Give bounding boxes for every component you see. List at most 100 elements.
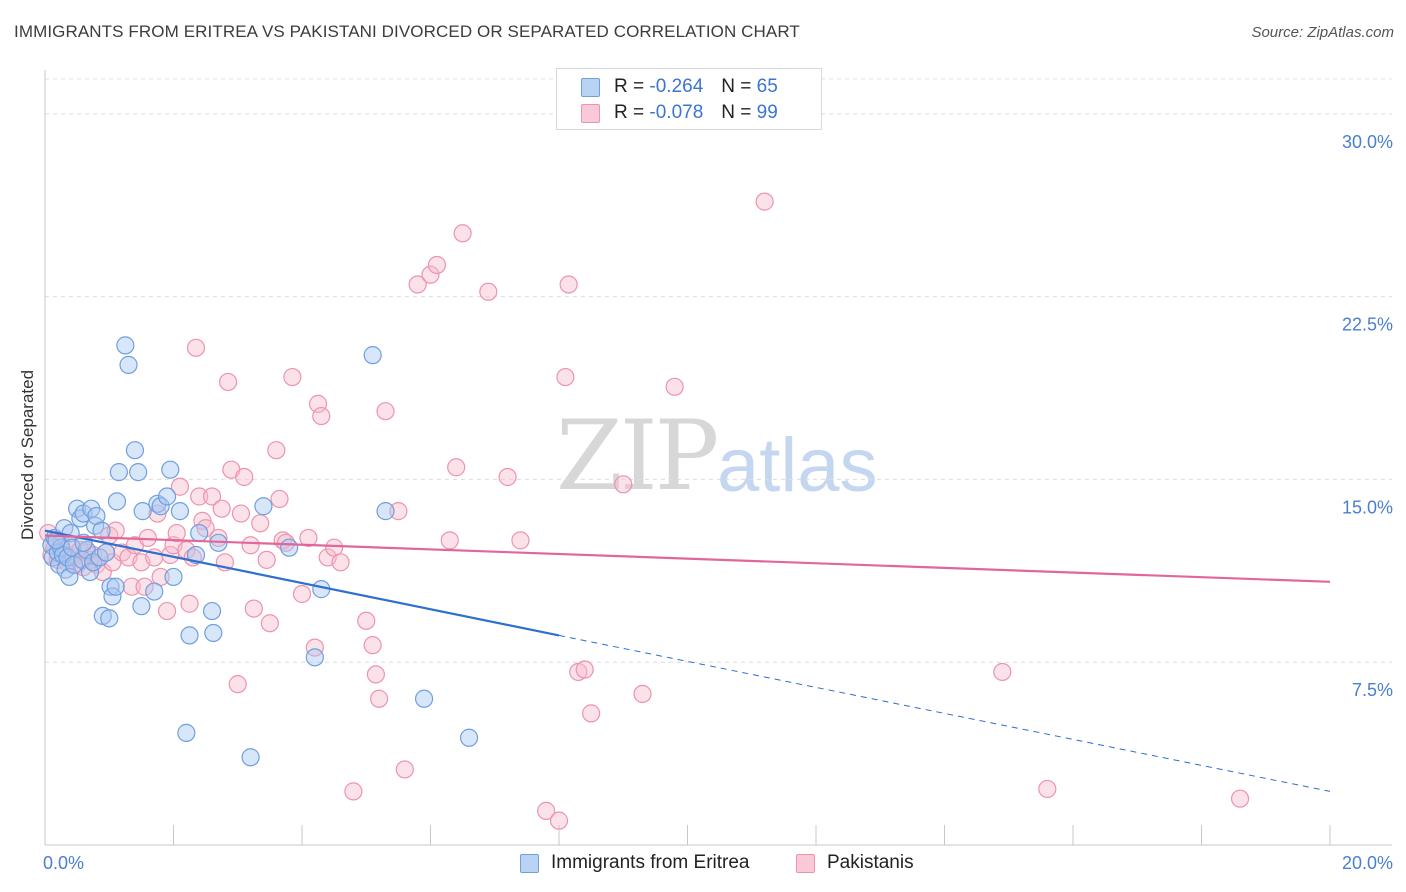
eritrea-point (133, 502, 152, 521)
pakistani-point (231, 504, 251, 523)
trend-lines (44, 529, 1331, 792)
y-tick-label: 7.5% (1352, 680, 1393, 700)
pakistani-point (363, 636, 382, 655)
legend-r-label: R = (614, 76, 645, 97)
bottom-legend-eritrea-label: Immigrants from Eritrea (551, 852, 750, 873)
legend-r-value-eritrea: -0.264 (649, 76, 704, 97)
pakistani-point (755, 192, 774, 211)
y-tick-label: 15.0% (1342, 497, 1393, 517)
eritrea-point (157, 487, 177, 506)
eritrea-swatch (581, 77, 600, 97)
eritrea-trend-extension (558, 634, 1331, 792)
pakistani-point (241, 536, 260, 555)
eritrea-point (116, 336, 135, 355)
eritrea-point (119, 355, 138, 374)
eritrea-point (145, 582, 164, 601)
legend-n-value-eritrea: 65 (756, 76, 778, 97)
pakistani-point (260, 614, 279, 633)
pakistani-point (370, 689, 389, 708)
y-axis-label: Divorced or Separated (18, 370, 37, 540)
x-tick-label: 0.0% (43, 853, 84, 873)
pakistani-point (228, 675, 247, 694)
correlation-legend: R = -0.264 N = 65 R = -0.078 N = 99 (556, 68, 822, 130)
pakistani-point (537, 801, 556, 820)
eritrea-point (125, 441, 145, 460)
pakistani-point (389, 502, 408, 521)
chart-title: IMMIGRANTS FROM ERITREA VS PAKISTANI DIV… (14, 22, 800, 41)
legend-r-value-pakistani: -0.078 (649, 102, 704, 123)
legend-n-label: N = (721, 76, 752, 97)
axes (44, 70, 1392, 846)
pakistani-point (498, 467, 517, 487)
watermark-zip: ZIP (556, 400, 719, 512)
legend-row-pakistani: R = -0.078 N = 99 (581, 101, 778, 125)
eritrea-point (132, 597, 151, 616)
pakistani-point (305, 638, 324, 657)
eritrea-point (241, 748, 260, 767)
x-tick-label: 20.0% (1342, 853, 1393, 873)
bottom-legend-pakistani: Pakistanis (796, 852, 914, 874)
pakistani-point (257, 550, 276, 569)
pakistani-trend-line (44, 534, 1331, 583)
pakistani-point (270, 489, 289, 509)
pakistani-point (1230, 789, 1250, 808)
pakistani-point (614, 475, 633, 494)
eritrea-swatch (520, 853, 539, 873)
pakistani-point (511, 531, 530, 550)
source-label: Source: ZipAtlas.com (1251, 24, 1394, 41)
pakistani-swatch (796, 853, 815, 873)
pakistani-point (122, 577, 141, 596)
eritrea-point (190, 523, 209, 543)
eritrea-point (305, 648, 324, 667)
pakistani-point (251, 514, 270, 533)
eritrea-point (164, 567, 183, 587)
pakistani-point (299, 528, 318, 548)
pakistani-points (39, 192, 1250, 830)
eritrea-point (100, 609, 119, 628)
pakistani-point (447, 458, 466, 477)
pakistani-point (190, 487, 209, 506)
pakistani-point (186, 338, 206, 357)
pakistani-point (559, 275, 578, 294)
pakistani-point (157, 601, 177, 621)
pakistani-point (312, 406, 331, 426)
pakistani-swatch (581, 103, 600, 123)
eritrea-point (151, 497, 170, 516)
bottom-legend-pakistani-label: Pakistanis (827, 852, 914, 873)
eritrea-point (64, 555, 84, 574)
pakistani-point (1038, 779, 1057, 799)
pakistani-point (395, 760, 414, 779)
eritrea-point (186, 545, 206, 565)
eritrea-point (148, 494, 167, 513)
pakistani-point (344, 782, 363, 801)
legend-n-label: N = (721, 102, 752, 123)
eritrea-point (170, 502, 190, 521)
eritrea-point (58, 548, 77, 567)
legend-n-value-pakistani: 99 (756, 102, 778, 123)
eritrea-point (106, 577, 125, 596)
y-tick-label: 30.0% (1342, 132, 1393, 152)
pakistani-point (993, 662, 1012, 682)
pakistani-point (665, 377, 684, 396)
pakistani-point (331, 553, 350, 572)
pakistani-point (93, 562, 112, 582)
pakistani-point (556, 367, 575, 387)
eritrea-point (161, 460, 180, 479)
eritrea-points (42, 336, 479, 767)
eritrea-point (129, 463, 148, 482)
eritrea-point (103, 587, 122, 606)
pakistani-point (219, 372, 238, 392)
pakistani-point (180, 594, 199, 613)
pakistani-point (283, 367, 302, 387)
pakistani-point (357, 611, 376, 630)
pakistani-point (453, 224, 472, 243)
eritrea-point (107, 492, 127, 511)
grid-lines (45, 78, 1392, 663)
pakistani-point (408, 275, 427, 294)
eritrea-point (80, 562, 100, 582)
eritrea-point (109, 463, 128, 482)
pakistani-point (267, 441, 286, 460)
eritrea-point (376, 502, 395, 521)
pakistani-point (376, 402, 395, 421)
